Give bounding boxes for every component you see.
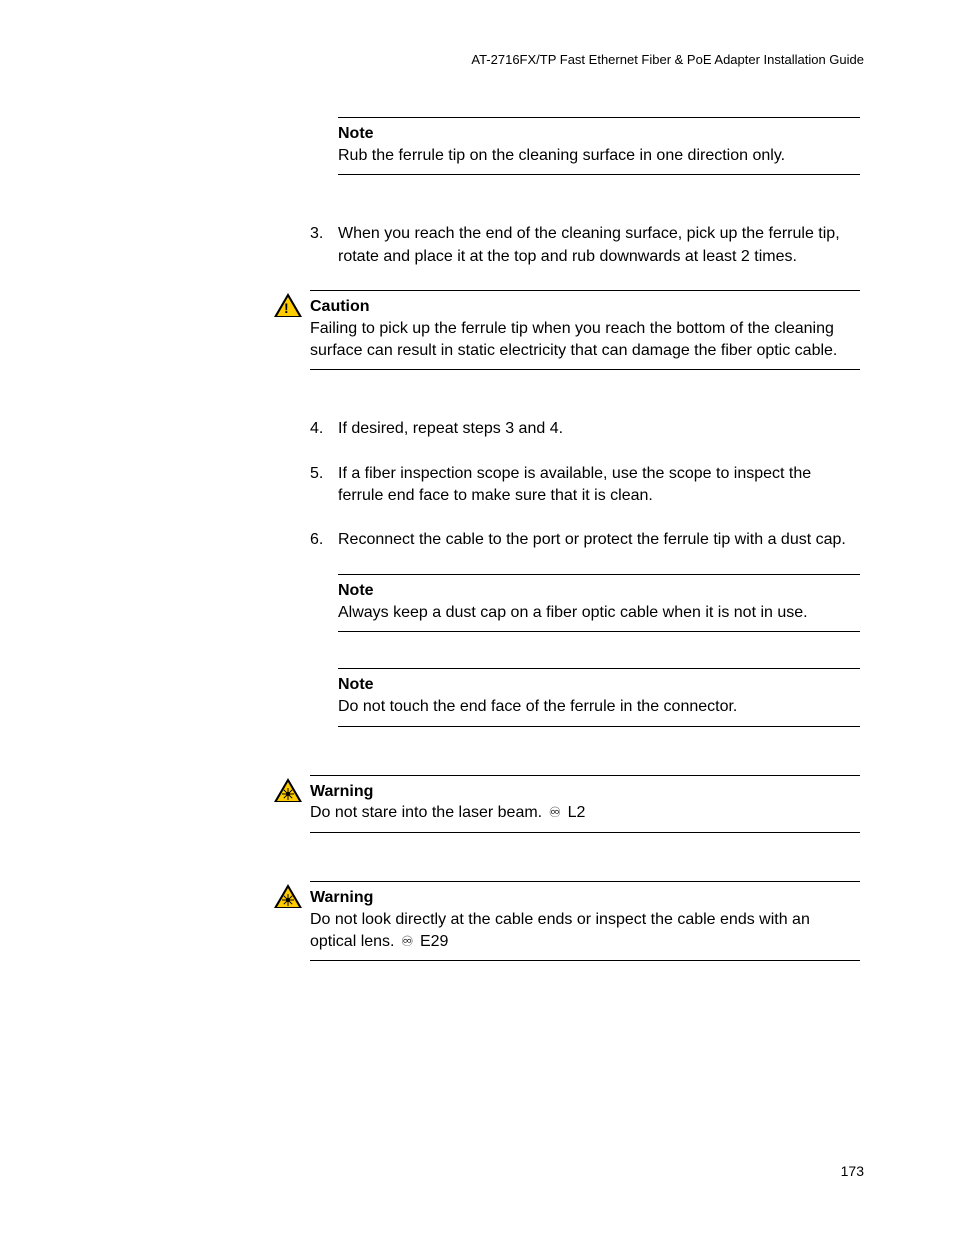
document-page: AT-2716FX/TP Fast Ethernet Fiber & PoE A…	[0, 0, 954, 1235]
caution-icon: !	[274, 293, 302, 321]
note-heading: Note	[338, 675, 860, 696]
warning-callout: Warning Do not look directly at the cabl…	[310, 881, 860, 961]
reference-symbol-icon: ♾	[399, 935, 416, 950]
step-number: 5.	[310, 463, 338, 508]
warning-body: Do not look directly at the cable ends o…	[310, 909, 860, 952]
caution-callout: ! Caution Failing to pick up the ferrule…	[310, 290, 860, 370]
warning-callout: Warning Do not stare into the laser beam…	[310, 775, 860, 834]
warning-laser-icon	[274, 884, 302, 912]
note-callout: Note Rub the ferrule tip on the cleaning…	[338, 117, 860, 175]
reference-symbol-icon: ♾	[547, 806, 564, 821]
step-text: Reconnect the cable to the port or prote…	[338, 529, 860, 551]
step-text: If desired, repeat steps 3 and 4.	[338, 418, 860, 440]
note-heading: Note	[338, 581, 860, 602]
running-header: AT-2716FX/TP Fast Ethernet Fiber & PoE A…	[90, 52, 864, 67]
step-number: 3.	[310, 223, 338, 268]
note-callout: Note Do not touch the end face of the fe…	[338, 668, 860, 726]
step-item: 3. When you reach the end of the cleanin…	[310, 223, 860, 268]
caution-body: Failing to pick up the ferrule tip when …	[310, 318, 860, 361]
step-number: 6.	[310, 529, 338, 551]
warning-body-text: Do not look directly at the cable ends o…	[310, 911, 810, 950]
page-number: 173	[841, 1163, 864, 1179]
note-heading: Note	[338, 124, 860, 145]
note-body: Do not touch the end face of the ferrule…	[338, 696, 860, 718]
warning-heading: Warning	[310, 782, 860, 803]
step-text: When you reach the end of the cleaning s…	[338, 223, 860, 268]
note-callout: Note Always keep a dust cap on a fiber o…	[338, 574, 860, 632]
note-body: Rub the ferrule tip on the cleaning surf…	[338, 145, 860, 167]
warning-heading: Warning	[310, 888, 860, 909]
caution-heading: Caution	[310, 297, 860, 318]
warning-ref-code: E29	[420, 933, 448, 950]
warning-laser-icon	[274, 778, 302, 806]
step-number: 4.	[310, 418, 338, 440]
warning-body-text: Do not stare into the laser beam.	[310, 804, 547, 821]
warning-ref-code: L2	[568, 804, 586, 821]
step-item: 4. If desired, repeat steps 3 and 4.	[310, 418, 860, 440]
note-body: Always keep a dust cap on a fiber optic …	[338, 602, 860, 624]
warning-body: Do not stare into the laser beam. ♾ L2	[310, 802, 860, 824]
step-item: 6. Reconnect the cable to the port or pr…	[310, 529, 860, 551]
step-text: If a fiber inspection scope is available…	[338, 463, 860, 508]
page-content: Note Rub the ferrule tip on the cleaning…	[310, 117, 860, 961]
step-item: 5. If a fiber inspection scope is availa…	[310, 463, 860, 508]
